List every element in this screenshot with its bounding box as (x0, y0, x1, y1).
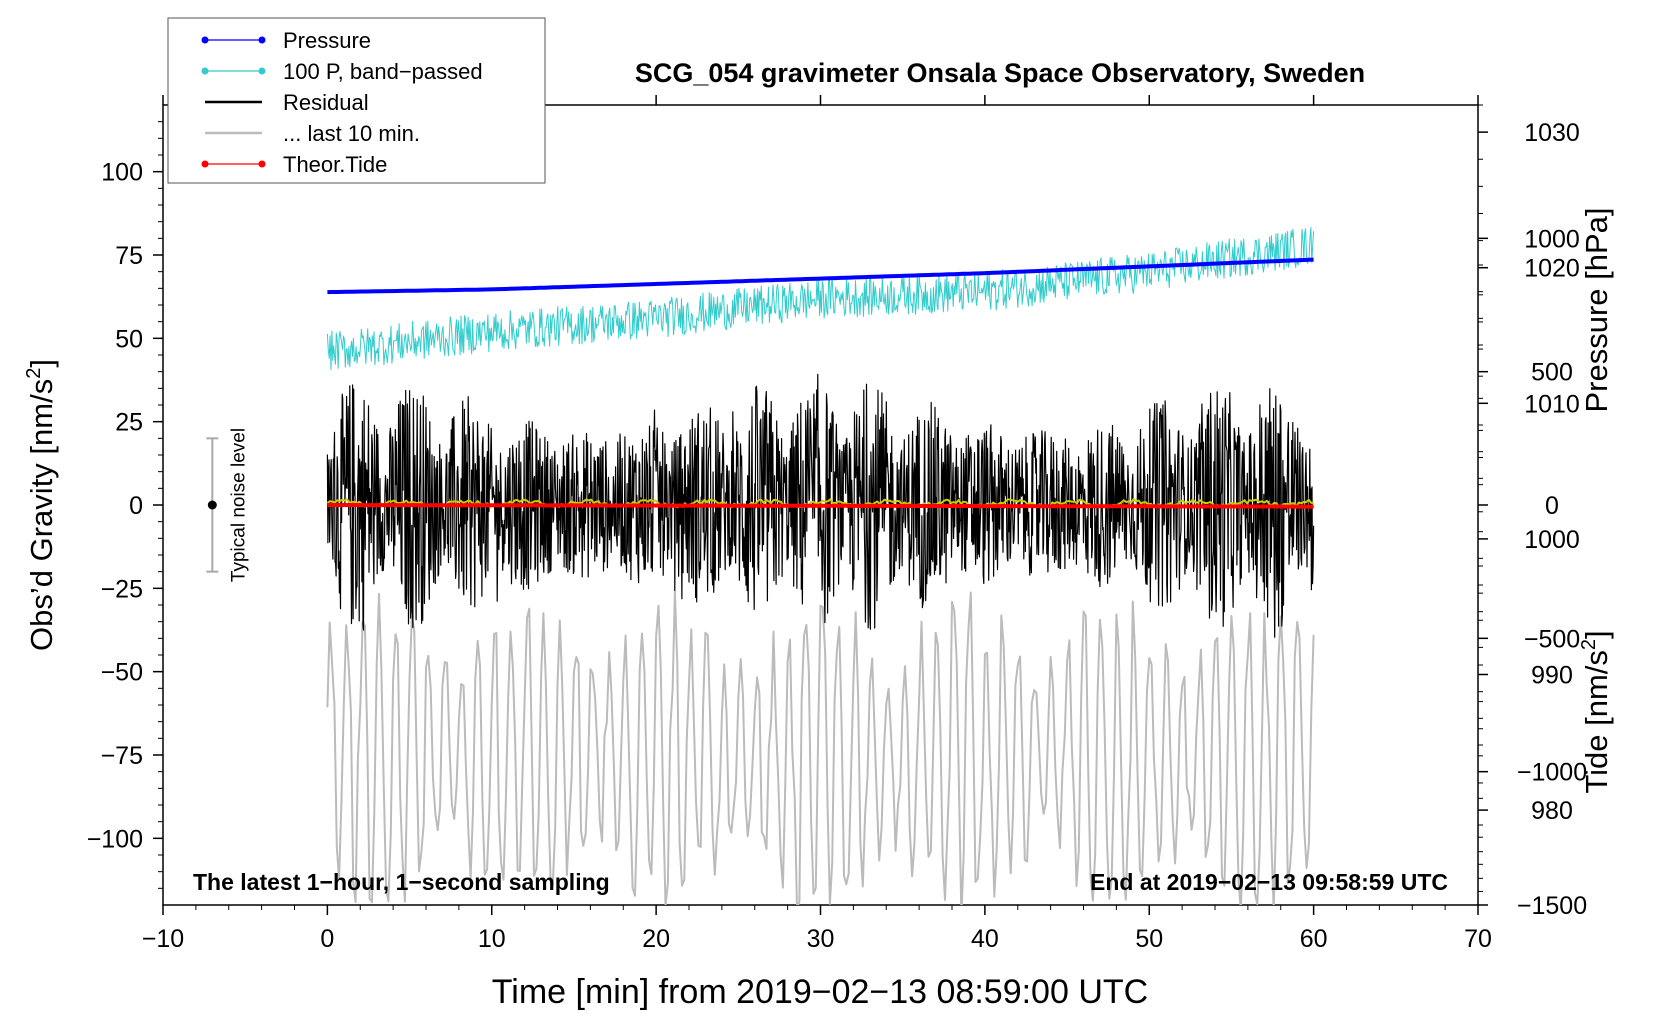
legend-item: Theor.Tide (201, 152, 387, 177)
series-pressure (327, 257, 1314, 295)
axis-ticks: −10 0 10 20 30 40 50 60 701007550250−25−50−75−10… (87, 95, 1587, 953)
x-tick-label: 0 (320, 925, 334, 953)
legend-item: ... last 10 min. (205, 121, 420, 146)
series-residual (326, 373, 1315, 638)
legend-label: Pressure (283, 28, 371, 53)
legend-item: Pressure (201, 28, 371, 53)
x-tick-label: −10 (142, 925, 184, 953)
pressure-tick-label: 980 (1531, 797, 1573, 825)
y-tick-label: 100 (101, 159, 143, 187)
x-tick-label: 40 (971, 925, 999, 953)
tide-tick-label: 500 (1531, 359, 1573, 387)
legend-item: 100 P, band−passed (201, 59, 483, 84)
x-tick-label: 30 (807, 925, 835, 953)
tide-tick-label: −1500 (1517, 892, 1587, 920)
legend-swatch-marker (258, 67, 266, 75)
legend-swatch-marker (258, 160, 266, 168)
legend-swatch-marker (201, 160, 209, 168)
x-tick-label: 10 (478, 925, 506, 953)
y-axis-label-gravity: Obs’d Gravity [nm/s2] (23, 359, 59, 651)
x-tick-label: 50 (1135, 925, 1163, 953)
legend-swatch-marker (201, 67, 209, 75)
pressure-tick-label: 1000 (1524, 526, 1580, 554)
tide-tick-label: 0 (1545, 492, 1559, 520)
y-tick-label: −100 (87, 825, 143, 853)
chart-title: SCG_054 gravimeter Onsala Space Observat… (635, 58, 1365, 88)
tide-tick-label: 1000 (1524, 225, 1580, 253)
y-tick-label: 50 (115, 325, 143, 353)
x-tick-label: 70 (1464, 925, 1492, 953)
x-tick-label: 20 (642, 925, 670, 953)
noise-center-dot (207, 500, 217, 510)
legend-label: ... last 10 min. (283, 121, 420, 146)
y-tick-label: 25 (115, 409, 143, 437)
series-layer (326, 227, 1315, 905)
tide-tick-label: −1000 (1517, 759, 1587, 787)
pressure-tick-label: 1020 (1524, 255, 1580, 283)
pressure-tick-label: 990 (1531, 661, 1573, 689)
y-axis-label-tide: Tide [nm/s2] (1578, 630, 1614, 793)
legend-box (167, 17, 546, 184)
legend-items: Pressure 100 P, band−passed Residual ... la… (201, 28, 483, 177)
legend-swatch-marker (258, 36, 266, 44)
y-tick-label: −75 (101, 742, 143, 770)
legend-item: Residual (205, 90, 369, 115)
legend-label: Residual (283, 90, 369, 115)
series-last-10-min (326, 590, 1315, 905)
annotation-right: End at 2019−02−13 09:58:59 UTC (1090, 869, 1448, 895)
y-tick-label: 0 (129, 492, 143, 520)
y-tick-label: −50 (101, 659, 143, 687)
noise-indicator: Typical noise level (206, 428, 249, 582)
y-tick-label: −25 (101, 575, 143, 603)
legend-swatch-marker (201, 36, 209, 44)
noise-level-label: Typical noise level (228, 428, 249, 582)
series-theor-tide (327, 503, 1314, 509)
x-axis-label: Time [min] from 2019−02−13 08:59:00 UTC (492, 973, 1148, 1011)
tide-tick-label: −500 (1524, 625, 1580, 653)
pressure-tick-label: 1010 (1524, 390, 1580, 418)
legend-label: Theor.Tide (283, 152, 387, 177)
x-tick-label: 60 (1300, 925, 1328, 953)
series-100-p-band-passed (326, 227, 1315, 371)
legend-label: 100 P, band−passed (283, 59, 483, 84)
legend: Pressure 100 P, band−passed Residual ... la… (167, 17, 546, 184)
annotation-left: The latest 1−hour, 1−second sampling (193, 869, 610, 895)
pressure-tick-label: 1030 (1524, 119, 1580, 147)
y-tick-label: 75 (115, 242, 143, 270)
y-axis-label-pressure: Pressure [hPa] (1579, 207, 1614, 412)
